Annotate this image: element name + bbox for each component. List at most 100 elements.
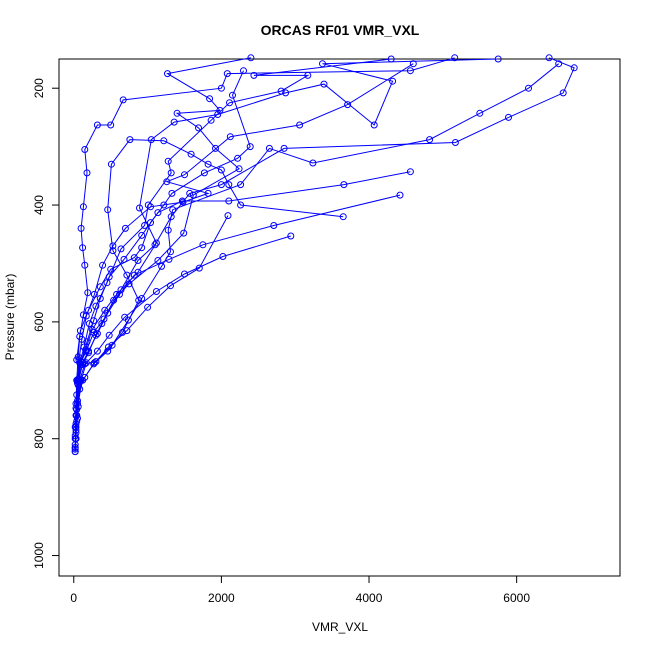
data-point [79,203,87,211]
x-tick-label: 0 [70,591,77,605]
data-point [121,313,129,321]
data-point [152,239,160,247]
data-point [79,244,87,252]
data-point [167,282,174,290]
series-13 [73,67,254,364]
data-point [77,358,85,366]
data-point [226,99,233,107]
data-point [109,247,117,255]
data-point [96,283,104,291]
x-tick-label: 6000 [503,591,530,605]
data-point [163,178,171,186]
data-point [107,121,115,129]
data-point [319,60,326,68]
data-point [217,166,225,174]
data-point [83,169,91,177]
data-point [409,60,417,68]
data-point [494,55,502,63]
data-point [207,116,215,124]
data-point [229,91,236,99]
data-point [555,60,563,68]
y-tick-label: 400 [32,195,46,215]
y-axis: 200 400 600 800 1000 [32,78,59,569]
series-line [74,139,344,439]
data-point [204,160,212,168]
series-line [74,57,455,428]
data-point [545,54,553,62]
series-line [75,235,291,431]
data-point [389,77,397,85]
data-point [119,96,127,104]
data-point [173,109,181,117]
data-point [121,224,129,232]
data-point [219,253,227,260]
data-point [247,54,255,62]
data-point [107,160,115,168]
series-line [76,215,229,416]
data-point [138,244,146,252]
data-point [426,136,434,144]
y-tick-label: 600 [32,312,46,332]
data-point [225,181,233,189]
plot-frame [58,58,621,577]
data-point [187,150,195,158]
data-point [287,232,295,240]
data-point [246,143,254,151]
data-point [158,262,166,270]
data-point [320,80,328,88]
data-point [90,360,98,368]
data-point [559,89,567,97]
data-point [85,347,92,355]
data-point [164,157,172,165]
data-point [167,248,174,256]
series-line [74,57,575,450]
chart-title: ORCAS RF01 VMR_VXL [261,22,420,38]
data-point [170,118,178,126]
data-point [340,181,348,189]
data-point [93,330,101,338]
data-point [296,121,304,129]
data-point [160,137,168,145]
data-point [151,241,159,249]
data-point [136,204,143,212]
data-point [240,67,247,75]
data-point [104,309,112,317]
series-line [74,63,414,448]
data-point [73,356,81,364]
data-point [270,222,278,229]
data-point [147,219,154,227]
data-point [107,265,115,273]
data-point [82,312,90,320]
data-point [282,89,290,97]
series-11 [71,136,347,443]
data-point [406,168,414,176]
data-point [135,296,143,304]
data-point [130,254,138,262]
data-point [154,257,162,264]
data-point [123,271,131,279]
data-point [76,376,84,384]
data-point [178,197,186,205]
data-point [225,197,233,205]
data-point [250,71,258,79]
x-tick-label: 2000 [208,591,235,605]
series-12 [73,212,232,419]
series-7 [71,60,417,451]
data-point [84,289,92,297]
data-point [82,347,90,355]
data-point [76,327,84,335]
data-point [451,54,459,62]
data-point [570,64,578,72]
data-point [505,113,512,121]
data-point [226,133,234,141]
x-axis: 0 2000 4000 6000 [70,576,530,605]
data-point [144,201,152,209]
data-point [105,331,113,339]
data-point [525,84,532,92]
series-3 [71,55,502,449]
series-1 [71,54,255,456]
data-point [396,191,404,199]
data-point [212,144,219,152]
data-point [200,169,208,177]
data-point [144,303,152,311]
